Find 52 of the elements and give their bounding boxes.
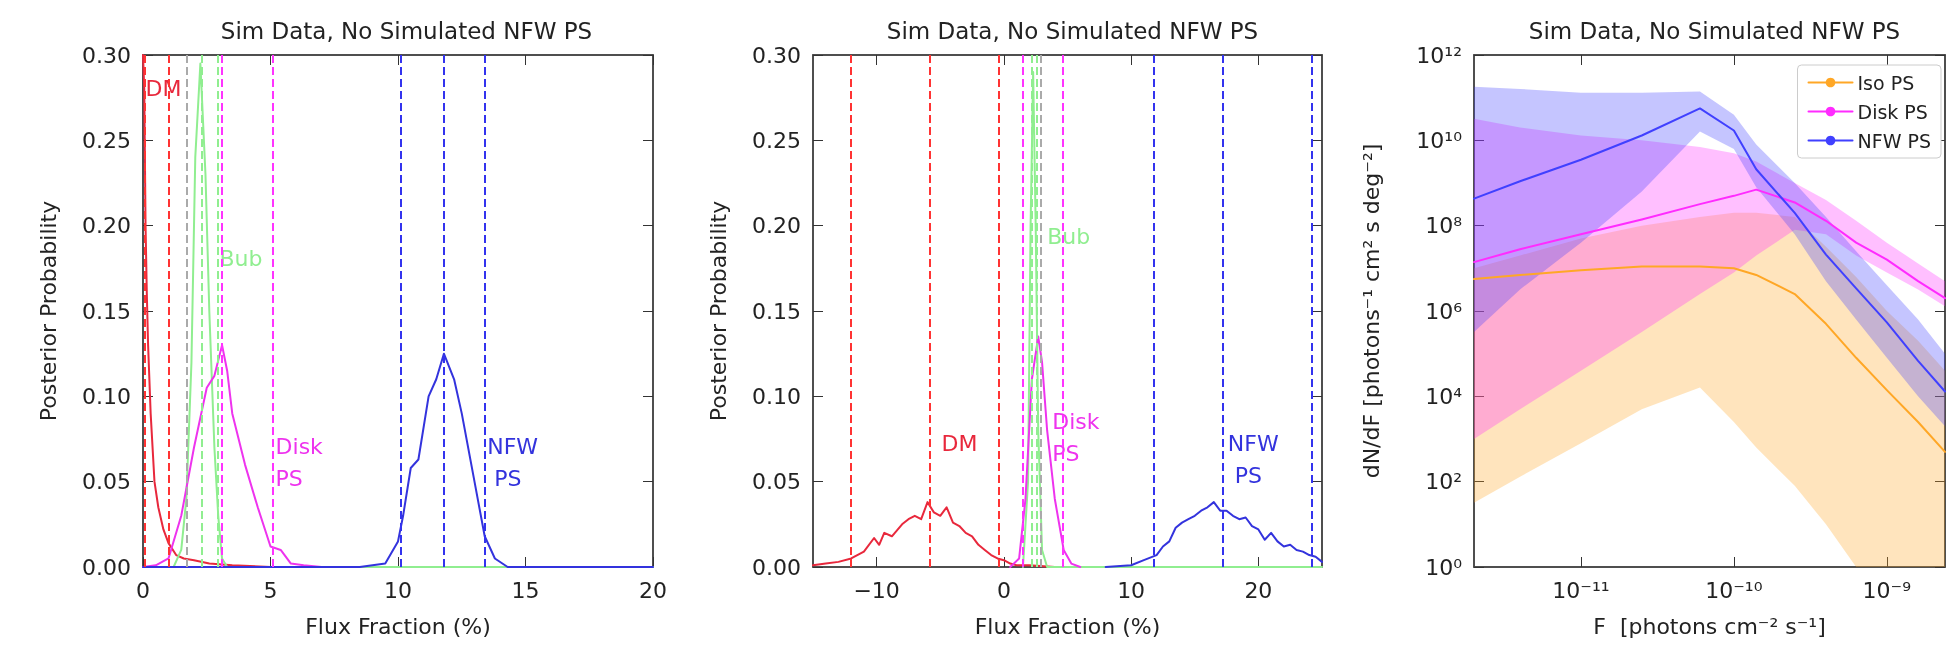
y-tick-label: 0.30 (82, 42, 131, 68)
y-tick-label: 0.10 (752, 383, 801, 409)
x-tick-label: 20 (1244, 577, 1273, 603)
y-tick-label: 0.00 (82, 554, 131, 580)
x-tick-label: 10⁻⁹ (1862, 577, 1912, 603)
x-axis-title: F [photons cm⁻² s⁻¹] (1593, 613, 1826, 639)
y-tick-label: 10² (1425, 469, 1462, 495)
y-tick-label: 0.15 (752, 298, 801, 324)
x-tick-label: 15 (511, 577, 540, 603)
y-tick-label: 0.00 (752, 554, 801, 580)
x-tick-label: 10 (1117, 577, 1146, 603)
annotation: NFW PS (487, 433, 539, 491)
x-tick-label: 10⁻¹¹ (1552, 577, 1610, 603)
y-tick-label: 10¹² (1416, 42, 1462, 68)
annotation: DM (941, 430, 978, 456)
y-tick-label: 10⁸ (1425, 213, 1463, 239)
chart-title: Sim Data, No Simulated NFW PS (220, 17, 593, 44)
y-tick-label: 10⁴ (1425, 383, 1463, 409)
y-tick-label: 10¹⁰ (1416, 127, 1463, 153)
y-tick-label: 10⁶ (1425, 298, 1463, 324)
y-axis-title: Posterior Probability (705, 200, 731, 422)
y-tick-label: 0.05 (82, 469, 131, 495)
y-axis-title: dN/dF [photons⁻¹ cm² s deg⁻²] (1358, 143, 1384, 479)
x-tick-label: 10 (384, 577, 412, 603)
y-tick-label: 0.05 (752, 469, 801, 495)
y-tick-label: 10⁰ (1425, 554, 1463, 580)
x-axis-title: Flux Fraction (%) (974, 613, 1161, 639)
x-tick-label: 5 (263, 577, 278, 603)
y-tick-label: 0.25 (752, 127, 801, 153)
annotation: Bub (1047, 224, 1091, 250)
y-tick-label: 0.10 (82, 383, 131, 409)
x-tick-label: 0 (136, 577, 150, 603)
legend-label: Iso PS (1857, 71, 1915, 94)
y-tick-label: 0.25 (82, 127, 131, 153)
x-tick-label: 10⁻¹⁰ (1705, 577, 1763, 603)
legend-label: Disk PS (1857, 100, 1928, 123)
chart-title: Sim Data, No Simulated NFW PS (1528, 17, 1901, 44)
x-tick-label: 20 (639, 577, 667, 603)
legend-label: NFW PS (1857, 129, 1932, 152)
y-tick-label: 0.15 (82, 298, 131, 324)
y-tick-label: 0.20 (82, 213, 131, 239)
x-axis-title: Flux Fraction (%) (305, 613, 491, 639)
annotation: Disk PS (1052, 409, 1107, 467)
annotation: DM (145, 75, 182, 101)
y-axis-title: Posterior Probability (35, 200, 61, 422)
x-tick-label: 0 (996, 577, 1011, 603)
annotation: Disk PS (275, 433, 330, 491)
chart-title: Sim Data, No Simulated NFW PS (886, 17, 1259, 44)
x-tick-label: −10 (853, 577, 900, 603)
y-tick-label: 0.20 (752, 213, 801, 239)
y-tick-label: 0.30 (752, 42, 801, 68)
annotation: NFW PS (1227, 430, 1279, 488)
